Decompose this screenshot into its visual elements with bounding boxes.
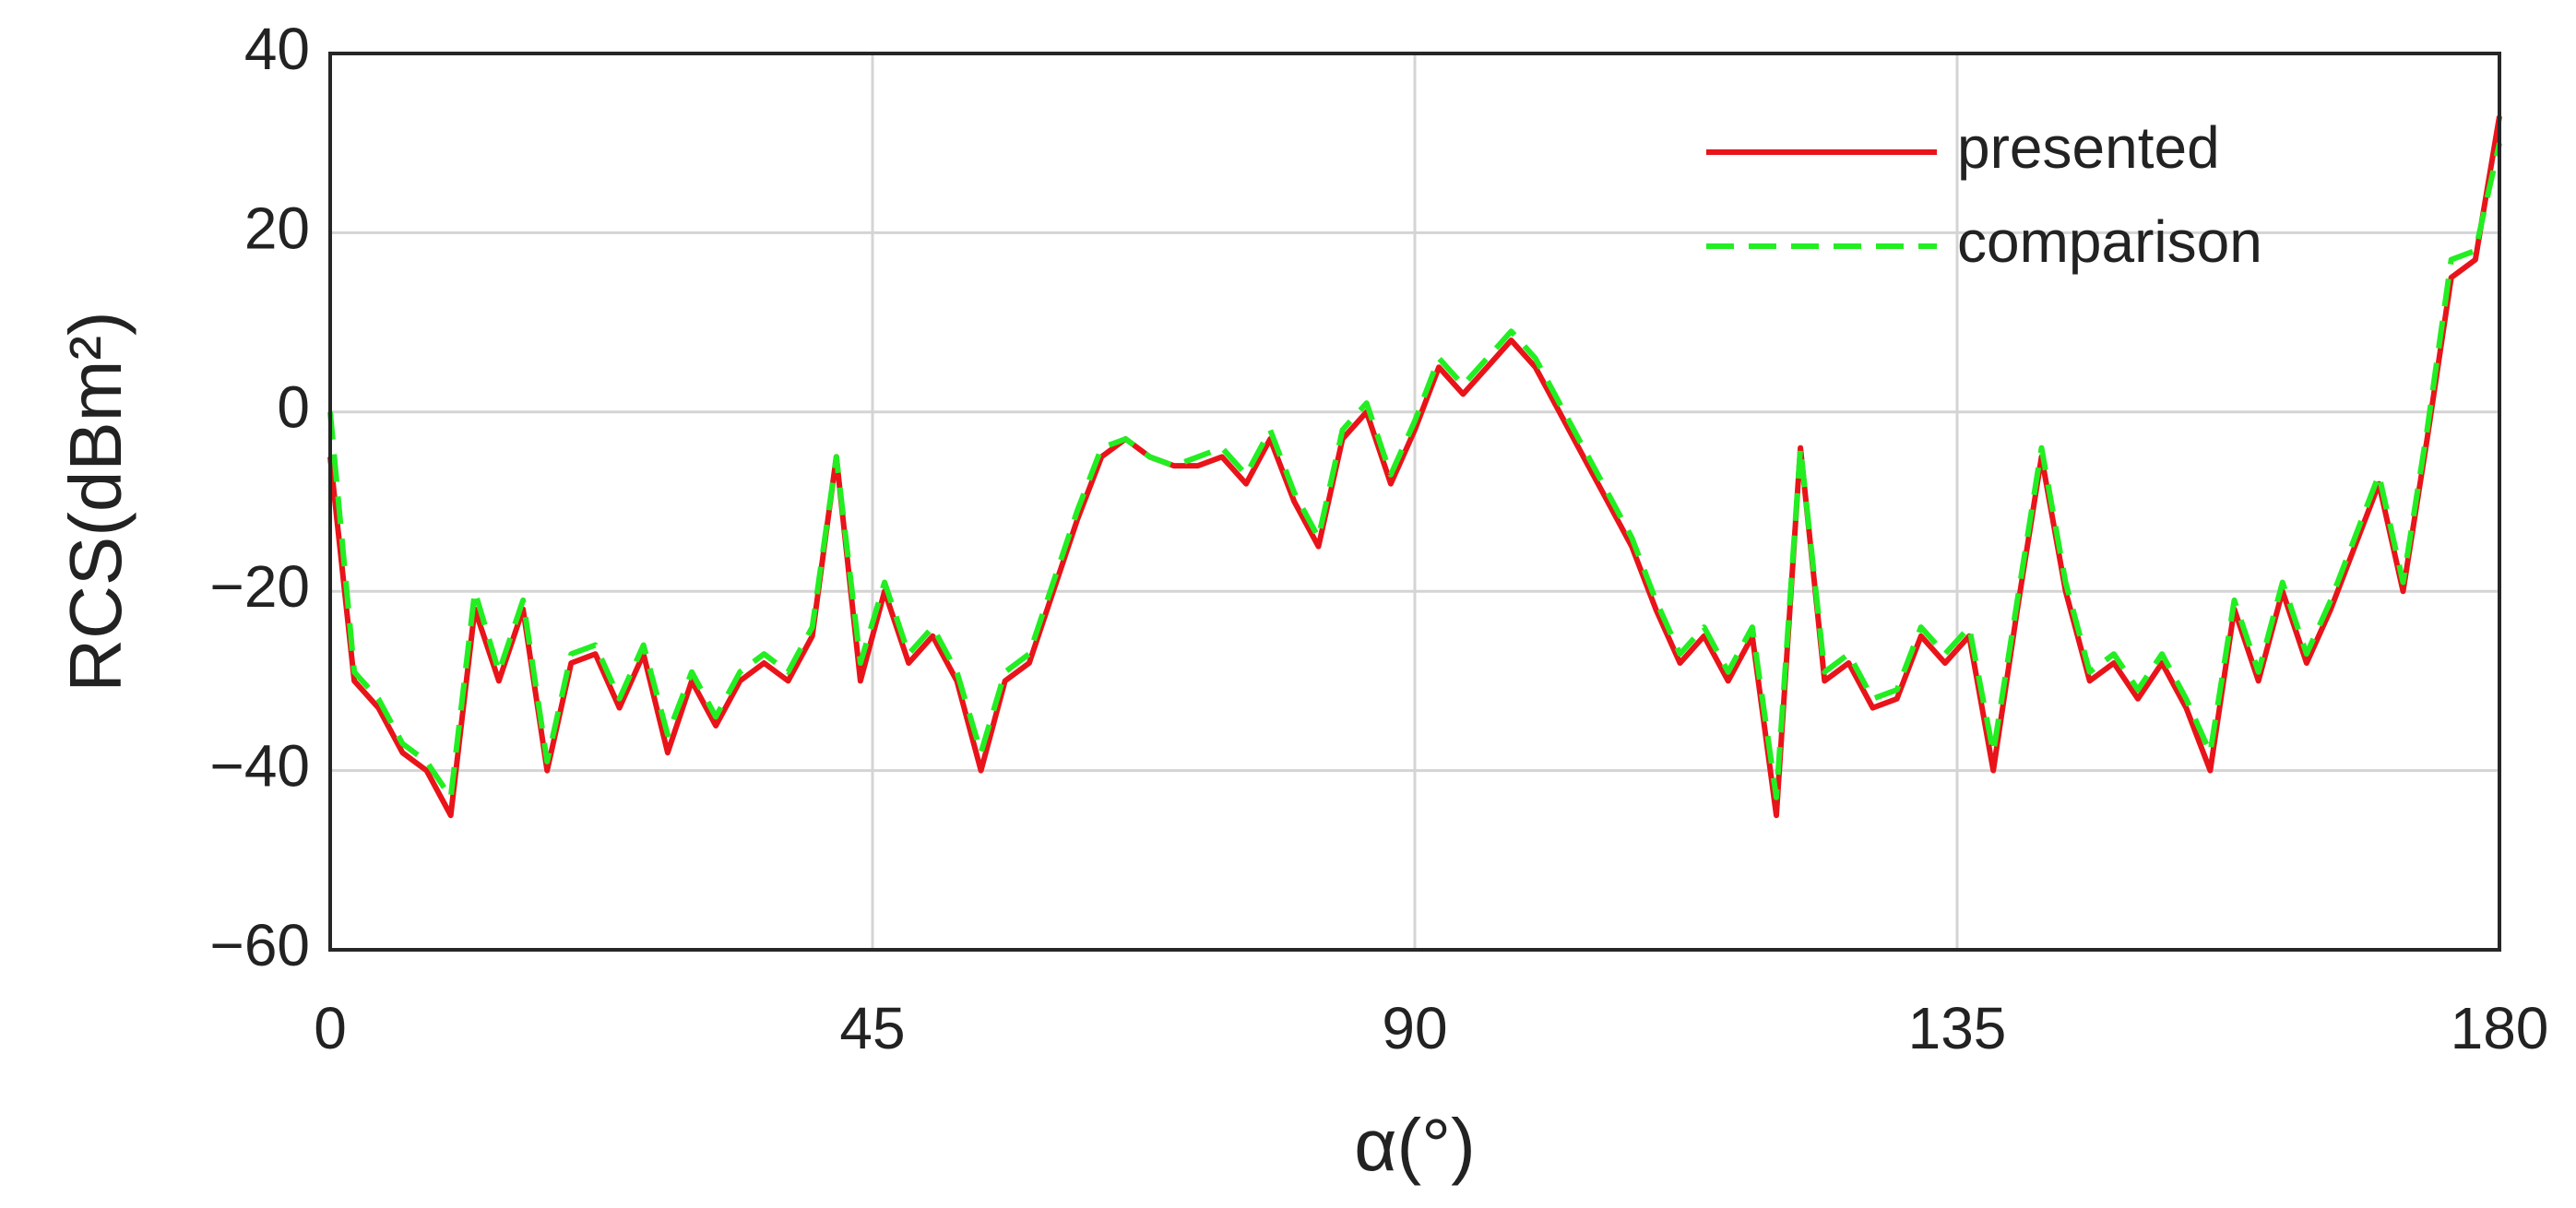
y-tick-label: −40 bbox=[209, 733, 310, 799]
x-tick-label: 90 bbox=[1382, 995, 1447, 1061]
y-tick-label: 0 bbox=[277, 374, 310, 441]
x-tick-label: 0 bbox=[314, 995, 347, 1061]
y-tick-label: 40 bbox=[244, 16, 310, 82]
y-tick-label: 20 bbox=[244, 195, 310, 261]
data-line bbox=[327, 142, 2502, 800]
y-tick-label: −60 bbox=[209, 912, 310, 978]
x-tick-label: 180 bbox=[2451, 995, 2549, 1061]
legend-label: comparison bbox=[1957, 208, 2262, 275]
data-line bbox=[327, 115, 2502, 819]
x-tick-label: 45 bbox=[839, 995, 905, 1061]
plot-frame bbox=[328, 52, 2501, 952]
y-tick-label: −20 bbox=[209, 553, 310, 620]
x-tick-label: 135 bbox=[1908, 995, 2007, 1061]
y-axis-label: RCS(dBm²) bbox=[54, 311, 137, 692]
x-axis-label: α(°) bbox=[1354, 1104, 1476, 1186]
legend-label: presented bbox=[1957, 114, 2220, 181]
